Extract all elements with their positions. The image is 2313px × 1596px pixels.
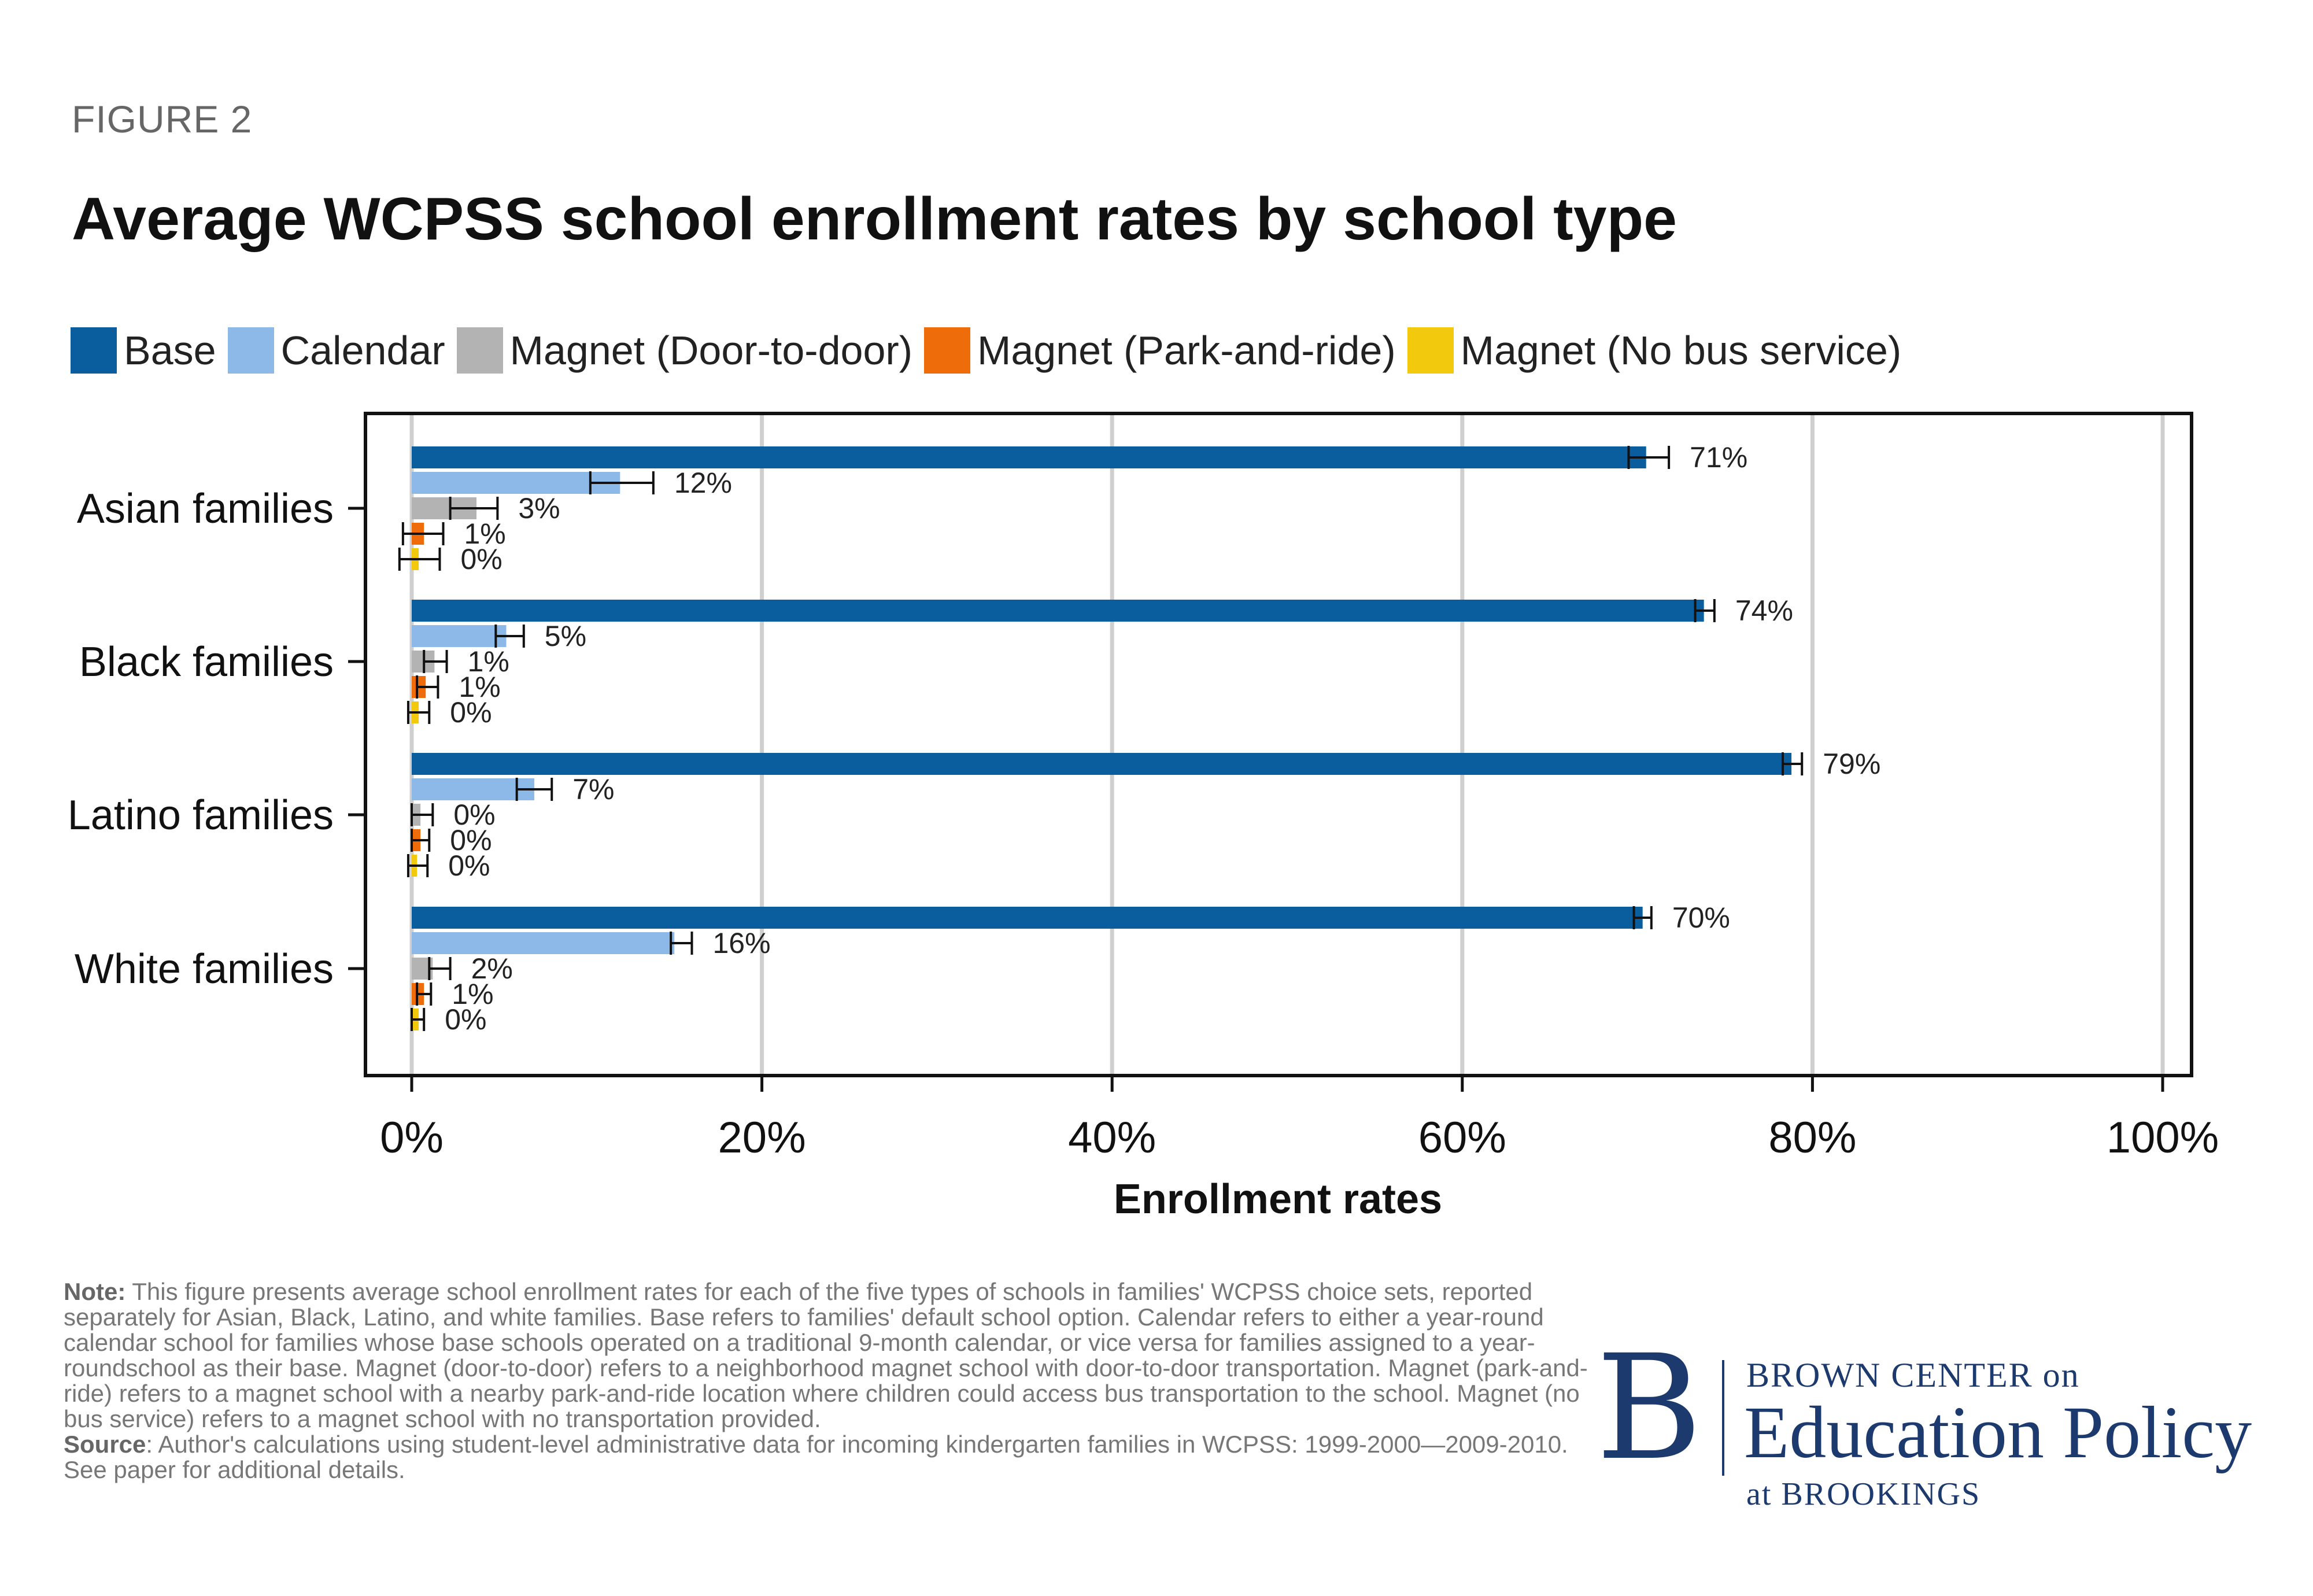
data-label: 0% bbox=[445, 1003, 486, 1036]
x-tick-label: 100% bbox=[2107, 1113, 2219, 1162]
legend-item: Magnet (No bus service) bbox=[1407, 327, 1902, 374]
logo-divider bbox=[1722, 1360, 1724, 1476]
x-tick-label: 60% bbox=[1418, 1113, 1506, 1162]
brown-center-logo: B BROWN CENTER on Education Policy at BR… bbox=[1596, 1336, 2301, 1515]
legend-item: Magnet (Door-to-door) bbox=[456, 327, 913, 374]
legend-swatch bbox=[924, 327, 971, 374]
data-label: 1% bbox=[468, 645, 509, 678]
figure-label: FIGURE 2 bbox=[72, 98, 253, 141]
legend-label: Base bbox=[124, 328, 216, 373]
bar bbox=[412, 446, 1646, 468]
data-label: 0% bbox=[448, 849, 490, 882]
bar bbox=[412, 778, 534, 800]
note-text: This figure presents average school enro… bbox=[64, 1278, 1588, 1432]
source-text: : Author's calculations using student-le… bbox=[64, 1431, 1568, 1483]
legend-swatch bbox=[71, 327, 117, 374]
legend-swatch bbox=[227, 327, 274, 374]
data-label: 16% bbox=[712, 927, 770, 959]
bar bbox=[412, 753, 1792, 775]
logo-line-2: Education Policy bbox=[1744, 1391, 2252, 1473]
x-tick-label: 40% bbox=[1068, 1113, 1156, 1162]
data-label: 0% bbox=[450, 824, 492, 856]
logo-line-1: BROWN CENTER on bbox=[1746, 1356, 2080, 1394]
logo-letter: B bbox=[1596, 1324, 1702, 1492]
data-label: 0% bbox=[453, 799, 495, 831]
y-tick-label: Latino families bbox=[68, 792, 334, 838]
legend-swatch bbox=[1407, 327, 1454, 374]
legend-item: Magnet (Park-and-ride) bbox=[924, 327, 1396, 374]
legend-label: Magnet (Door-to-door) bbox=[509, 328, 913, 373]
legend-label: Magnet (Park-and-ride) bbox=[977, 328, 1396, 373]
legend-swatch bbox=[456, 327, 503, 374]
bar bbox=[412, 472, 620, 494]
data-label: 3% bbox=[518, 492, 560, 524]
x-tick-label: 80% bbox=[1768, 1113, 1856, 1162]
data-label: 0% bbox=[460, 543, 502, 575]
x-tick-label: 20% bbox=[718, 1113, 806, 1162]
legend-item: Base bbox=[71, 327, 216, 374]
legend-item: Calendar bbox=[227, 327, 445, 374]
data-label: 5% bbox=[545, 620, 586, 652]
data-label: 1% bbox=[464, 518, 506, 550]
x-axis-title: Enrollment rates bbox=[1114, 1176, 1442, 1222]
data-label: 71% bbox=[1690, 441, 1747, 474]
data-label: 74% bbox=[1735, 594, 1793, 627]
bar bbox=[412, 932, 675, 954]
y-tick-label: Asian families bbox=[77, 486, 334, 532]
plot-frame bbox=[364, 412, 2193, 1077]
data-label: 12% bbox=[674, 467, 732, 499]
bar bbox=[412, 625, 507, 647]
note-label: Note: bbox=[64, 1278, 126, 1305]
logo-line-3: at BROOKINGS bbox=[1746, 1476, 1981, 1512]
figure-notes: Note: This figure presents average schoo… bbox=[64, 1279, 1590, 1483]
legend: Base Calendar Magnet (Door-to-door) Magnet … bbox=[71, 327, 1913, 374]
data-label: 1% bbox=[452, 978, 493, 1010]
data-label: 70% bbox=[1672, 902, 1730, 934]
figure-title: Average WCPSS school enrollment rates by… bbox=[72, 186, 1678, 253]
bar bbox=[412, 907, 1643, 929]
legend-label: Calendar bbox=[280, 328, 445, 373]
data-label: 7% bbox=[572, 773, 614, 806]
data-label: 1% bbox=[459, 671, 500, 703]
y-tick-label: White families bbox=[75, 946, 334, 992]
x-tick-label: 0% bbox=[380, 1113, 444, 1162]
legend-label: Magnet (No bus service) bbox=[1460, 328, 1902, 373]
data-label: 0% bbox=[450, 696, 492, 729]
source-label: Source bbox=[64, 1431, 146, 1458]
y-tick-label: Black families bbox=[79, 639, 334, 685]
bar bbox=[412, 600, 1704, 622]
data-label: 2% bbox=[471, 952, 513, 985]
data-label: 79% bbox=[1823, 748, 1880, 780]
